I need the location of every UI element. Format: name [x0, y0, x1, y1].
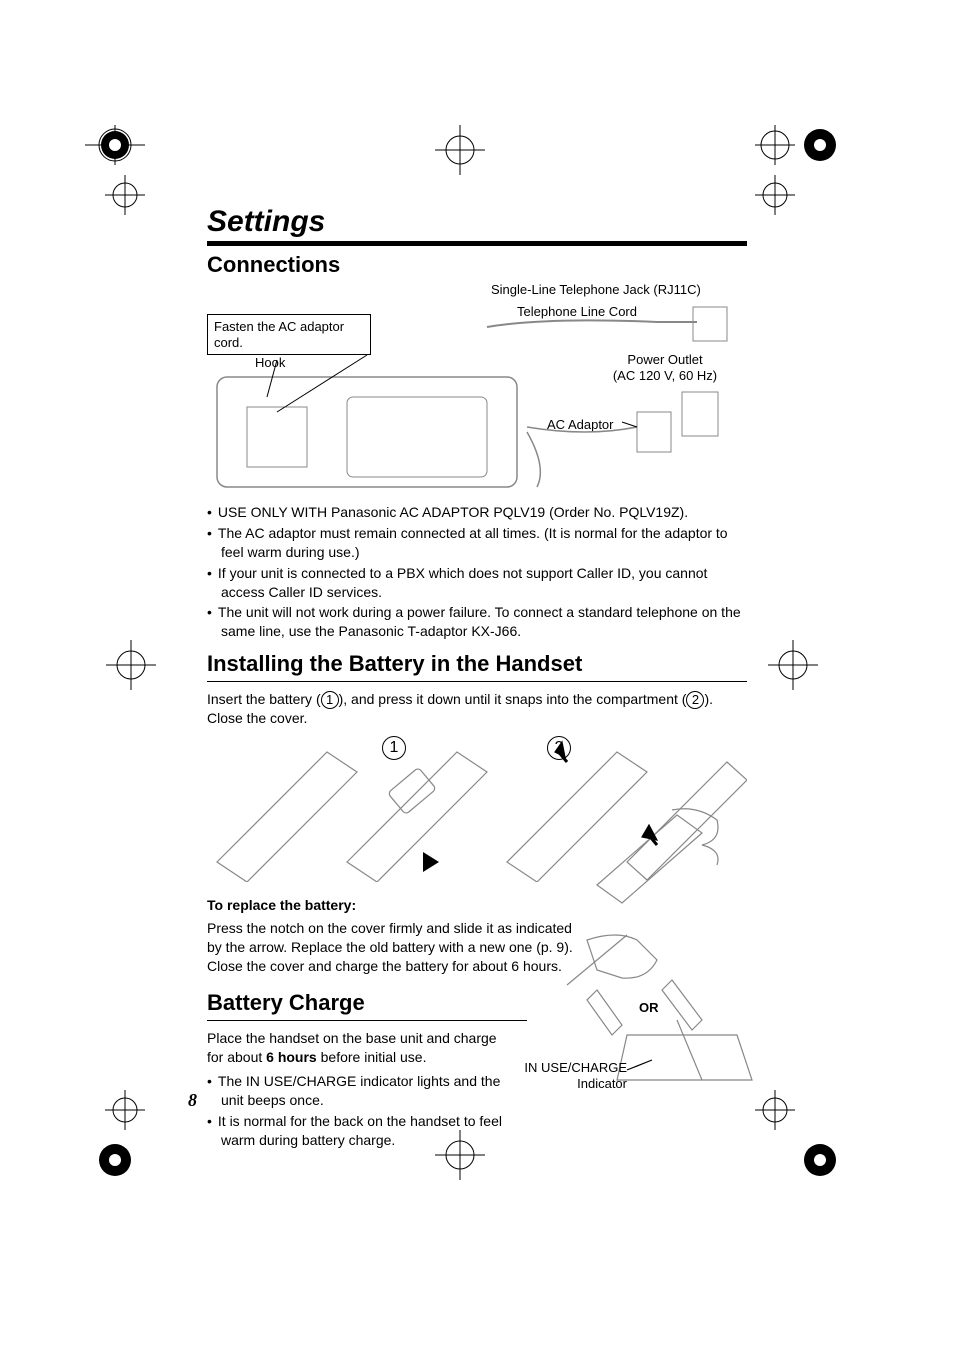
page-heading: Settings [207, 205, 747, 239]
replace-battery-illustration [577, 805, 747, 905]
heading-rule [207, 241, 747, 246]
label-jack: Single-Line Telephone Jack (RJ11C) [491, 282, 701, 298]
section-battery-install-title: Installing the Battery in the Handset [207, 651, 747, 677]
connections-illustration [207, 297, 747, 497]
bullet-item: The unit will not work during a power fa… [207, 603, 747, 641]
replace-battery-text: Press the notch on the cover firmly and … [207, 919, 577, 976]
section2-rule [207, 681, 747, 682]
charging-diagram: OR IN USE/CHARGE Indicator [527, 930, 757, 1090]
circled-1-diagram: 1 [382, 736, 406, 760]
crop-mark-top-left [85, 125, 145, 220]
or-label: OR [639, 1000, 659, 1016]
crop-mark-top-right [755, 125, 845, 220]
bullet-item: USE ONLY WITH Panasonic AC ADAPTOR PQLV1… [207, 503, 747, 522]
connections-diagram: Single-Line Telephone Jack (RJ11C) Telep… [207, 282, 747, 497]
bullet-item: It is normal for the back on the handset… [207, 1112, 517, 1150]
indicator-label: IN USE/CHARGE Indicator [517, 1060, 627, 1091]
intro-text-2: ), and press it down until it snaps into… [339, 691, 687, 707]
intro-text-1: Insert the battery ( [207, 691, 321, 707]
crop-mark-mid-right [768, 640, 818, 695]
charge-bullets: The IN USE/CHARGE indicator lights and t… [207, 1072, 517, 1150]
bullet-item: If your unit is connected to a PBX which… [207, 564, 747, 602]
crop-mark-bottom-left [85, 1090, 145, 1185]
crop-mark-mid-left [106, 640, 156, 695]
indicator-label-l2: Indicator [577, 1076, 627, 1091]
bullet-item: The IN USE/CHARGE indicator lights and t… [207, 1072, 517, 1110]
charge-intro-after: before initial use. [317, 1049, 427, 1065]
section3-rule [207, 1020, 527, 1021]
connections-bullets: USE ONLY WITH Panasonic AC ADAPTOR PQLV1… [207, 503, 747, 641]
crop-mark-top-center [435, 125, 485, 180]
section-connections-title: Connections [207, 252, 747, 278]
circled-2-inline: 2 [686, 691, 704, 709]
charge-intro-bold: 6 hours [266, 1049, 317, 1065]
circled-2-diagram: 2 [547, 736, 571, 760]
circled-1-inline: 1 [321, 691, 339, 709]
bullet-item: The AC adaptor must remain connected at … [207, 524, 747, 562]
replace-battery-diagram [577, 805, 747, 905]
crop-mark-bottom-right [755, 1090, 845, 1185]
arrow-icon [423, 852, 439, 872]
battery-install-intro: Insert the battery (1), and press it dow… [207, 690, 747, 728]
battery-charge-intro: Place the handset on the base unit and c… [207, 1029, 507, 1067]
indicator-label-l1: IN USE/CHARGE [524, 1060, 627, 1075]
page-content: Settings Connections Single-Line Telepho… [207, 205, 747, 1160]
page-number: 8 [188, 1090, 197, 1111]
